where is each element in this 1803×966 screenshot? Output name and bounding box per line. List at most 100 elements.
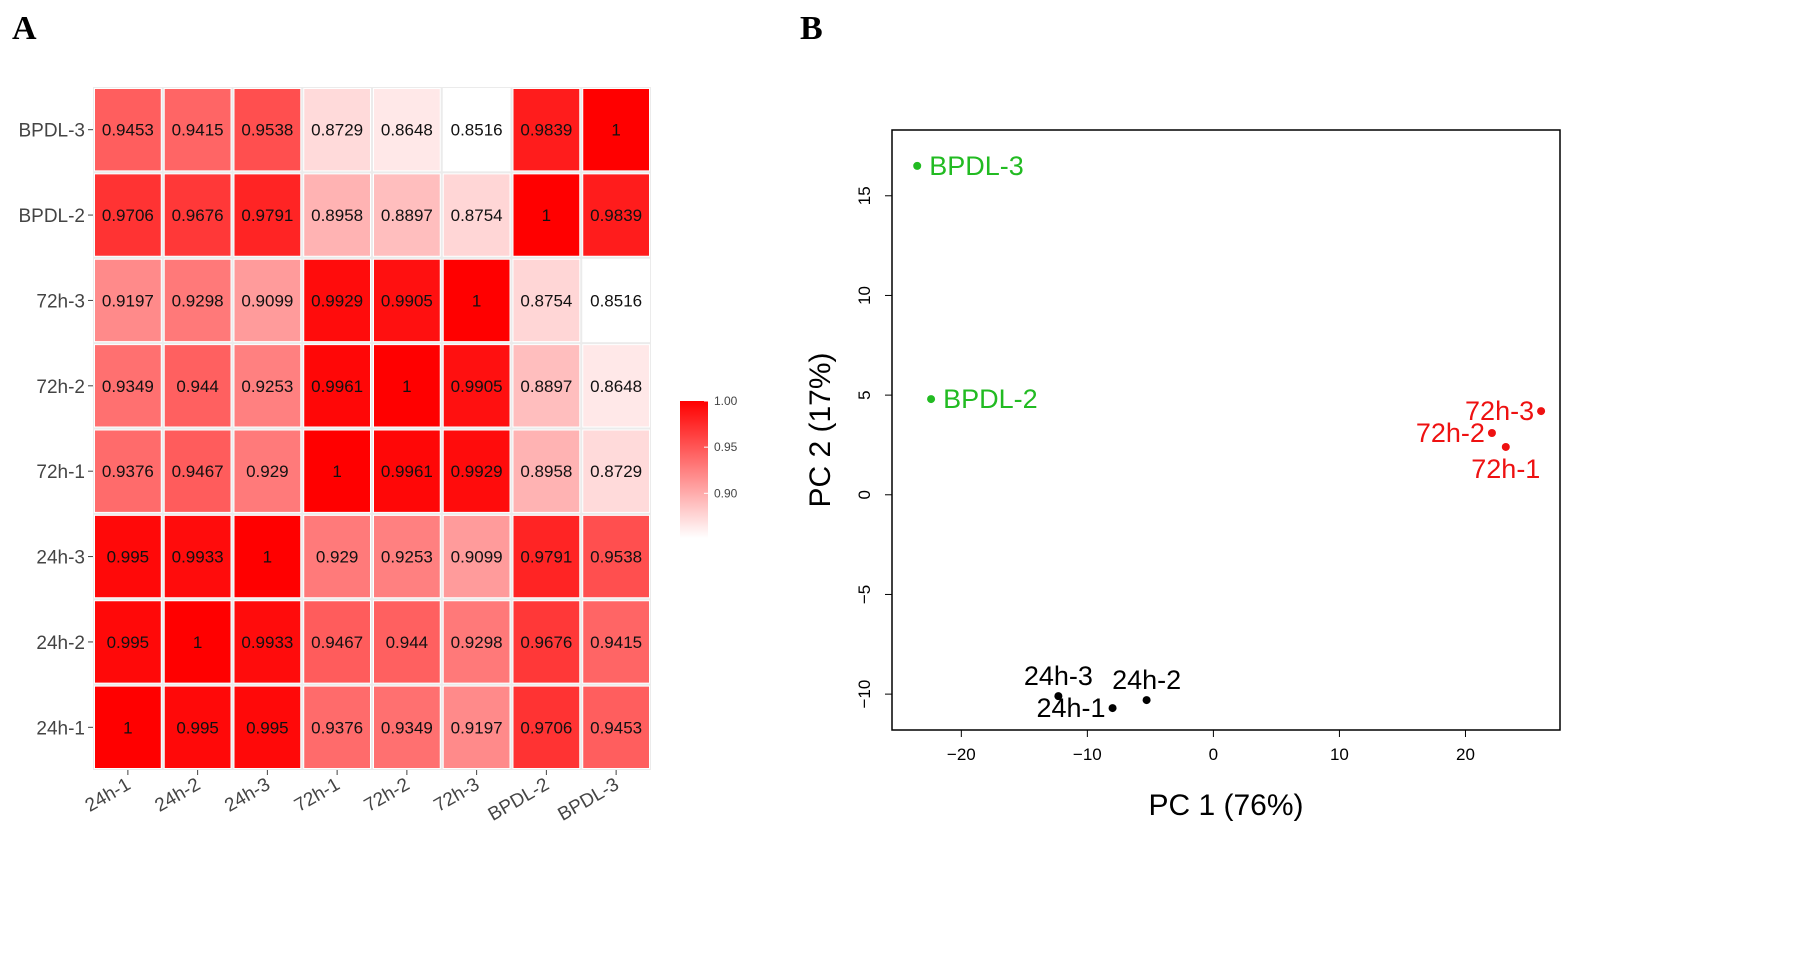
heatmap-cell-value: 0.929 [246, 462, 289, 481]
heatmap-cell-value: 0.8958 [311, 206, 363, 225]
scatter-point-label: 24h-3 [1024, 661, 1093, 691]
heatmap-cell [163, 600, 232, 684]
legend-tick-label: 0.95 [714, 440, 738, 454]
x-axis-tick-label: 10 [1330, 745, 1349, 764]
correlation-heatmap: 0.9453 0.9415 0.9538 0.8729 0.8648 0.8516 0.98… [18, 87, 738, 826]
scatter-point-label: 72h-1 [1471, 454, 1540, 484]
heatmap-cell [163, 685, 232, 769]
heatmap-col-label: 72h-3 [431, 774, 484, 816]
heatmap-cell-value: 0.995 [107, 633, 150, 652]
heatmap-cell [303, 600, 371, 684]
scatter-point [927, 395, 936, 404]
heatmap-cell [233, 258, 302, 343]
heatmap-cell-value: 0.9099 [241, 291, 293, 310]
heatmap-cell-value: 0.9905 [451, 377, 503, 396]
scatter-point-label: 72h-2 [1416, 418, 1485, 448]
scatter-point-label: BPDL-3 [929, 151, 1024, 181]
scatter-point [1487, 428, 1496, 437]
heatmap-cell [303, 429, 371, 513]
heatmap-row-label: 72h-3 [36, 291, 85, 312]
heatmap-cell [582, 514, 650, 599]
heatmap-row-label: BPDL-2 [18, 206, 85, 227]
x-axis-tick-label: −20 [947, 745, 976, 764]
heatmap-cell-value: 0.9376 [311, 718, 363, 737]
heatmap-cell-value: 1 [472, 291, 481, 310]
heatmap-cell-value: 0.9905 [381, 291, 433, 310]
scatter-point [1054, 692, 1063, 701]
y-axis-tick-label: 10 [855, 286, 874, 305]
heatmap-cell [582, 429, 650, 513]
heatmap-cell-value: 0.8897 [381, 206, 433, 225]
heatmap-cell-value: 0.8648 [590, 377, 642, 396]
panel-b-label: B [800, 10, 823, 47]
heatmap-cell-value: 1 [193, 633, 202, 652]
heatmap-cell [512, 685, 581, 769]
heatmap-cell [233, 173, 302, 257]
heatmap-cell-value: 0.9415 [590, 633, 642, 652]
heatmap-cell [373, 514, 441, 599]
heatmap-cell-value: 0.9253 [381, 548, 433, 567]
heatmap-col-label: BPDL-2 [485, 774, 553, 825]
heatmap-cell [303, 685, 371, 769]
heatmap-cell-value: 1 [263, 548, 272, 567]
heatmap-cell-value: 0.8729 [311, 121, 363, 140]
heatmap-cell-value: 0.995 [246, 718, 289, 737]
heatmap-col-label: 24h-3 [221, 774, 274, 816]
heatmap-cell-value: 0.9706 [520, 718, 572, 737]
heatmap-cell-value: 0.9099 [451, 548, 503, 567]
heatmap-cell [303, 88, 371, 172]
heatmap-cell [582, 173, 650, 257]
heatmap-row-label: 24h-2 [36, 633, 85, 654]
heatmap-cell-value: 0.9839 [520, 121, 572, 140]
heatmap-cell-value: 0.9538 [590, 548, 642, 567]
heatmap-cell [163, 88, 232, 172]
y-axis-tick-label: −5 [855, 585, 874, 604]
heatmap-cell [582, 344, 650, 428]
heatmap-cell-value: 0.9538 [241, 121, 293, 140]
heatmap-cell-value: 0.8958 [520, 462, 572, 481]
y-axis-tick-label: 15 [855, 186, 874, 205]
heatmap-cell [94, 429, 162, 513]
heatmap-cell [512, 600, 581, 684]
heatmap-cell-value: 0.9929 [311, 291, 363, 310]
heatmap-cell-value: 0.9961 [381, 462, 433, 481]
heatmap-cell [303, 173, 371, 257]
heatmap-cell-value: 0.9415 [172, 121, 224, 140]
heatmap-cell-value: 0.8516 [590, 291, 642, 310]
x-axis-tick-label: 0 [1209, 745, 1218, 764]
heatmap-cell-value: 0.9676 [520, 633, 572, 652]
heatmap-cell [94, 173, 162, 257]
heatmap-cell-value: 0.8516 [451, 121, 503, 140]
heatmap-col-label: 24h-1 [82, 774, 135, 816]
heatmap-cell-value: 0.8897 [520, 377, 572, 396]
heatmap-cell [442, 600, 511, 684]
scatter-point [1501, 442, 1510, 451]
heatmap-cell [442, 344, 511, 428]
heatmap-cell [373, 600, 441, 684]
heatmap-cell-value: 0.9298 [451, 633, 503, 652]
heatmap-cell-value: 0.9453 [102, 121, 154, 140]
heatmap-cell-value: 0.8754 [451, 206, 503, 225]
heatmap-cell-value: 0.995 [107, 548, 150, 567]
heatmap-cell-value: 0.8729 [590, 462, 642, 481]
heatmap-cell-value: 0.9197 [451, 718, 503, 737]
heatmap-cell [303, 258, 371, 343]
heatmap-cell [163, 173, 232, 257]
heatmap-cell [582, 258, 650, 343]
heatmap-row-label: 72h-1 [36, 462, 85, 483]
heatmap-cell [163, 429, 232, 513]
heatmap-col-label: BPDL-3 [555, 774, 623, 825]
legend-tick-label: 0.90 [714, 486, 738, 500]
heatmap-cell-value: 0.9933 [241, 633, 293, 652]
heatmap-cell-value: 0.9929 [451, 462, 503, 481]
heatmap-cell [94, 600, 162, 684]
heatmap-col-label: 72h-2 [361, 774, 414, 816]
x-axis-tick-label: 20 [1456, 745, 1475, 764]
heatmap-cell [512, 514, 581, 599]
heatmap-cell [512, 258, 581, 343]
x-axis-title: PC 1 (76%) [1148, 789, 1303, 822]
scatter-point-label: 24h-2 [1112, 665, 1181, 695]
heatmap-cell-value: 0.944 [386, 633, 429, 652]
scatter-plot-frame [891, 129, 1561, 731]
heatmap-cell-value: 0.9467 [311, 633, 363, 652]
